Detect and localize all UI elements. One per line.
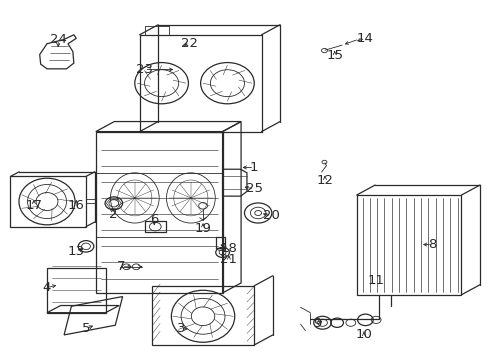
Text: 15: 15: [325, 49, 343, 62]
Text: 2: 2: [108, 208, 117, 221]
Text: 13: 13: [68, 245, 84, 258]
Text: 21: 21: [220, 253, 237, 266]
Text: 18: 18: [220, 242, 237, 255]
Text: 23: 23: [136, 63, 153, 76]
Text: 10: 10: [355, 328, 372, 341]
Text: 17: 17: [25, 199, 42, 212]
Text: 8: 8: [427, 238, 435, 251]
Text: 6: 6: [150, 213, 158, 226]
Text: 16: 16: [68, 199, 84, 212]
Text: 19: 19: [194, 222, 211, 235]
Text: 20: 20: [263, 210, 279, 222]
Text: 12: 12: [316, 174, 333, 186]
Text: 25: 25: [245, 183, 262, 195]
Text: 5: 5: [81, 322, 90, 335]
Text: 7: 7: [117, 260, 125, 273]
Text: 24: 24: [50, 33, 66, 46]
Text: 22: 22: [181, 36, 198, 50]
Text: 9: 9: [313, 317, 321, 330]
Text: 1: 1: [249, 161, 258, 174]
Text: 11: 11: [367, 274, 384, 287]
Text: 3: 3: [177, 322, 185, 335]
Text: 14: 14: [356, 32, 373, 45]
Text: 4: 4: [43, 281, 51, 294]
